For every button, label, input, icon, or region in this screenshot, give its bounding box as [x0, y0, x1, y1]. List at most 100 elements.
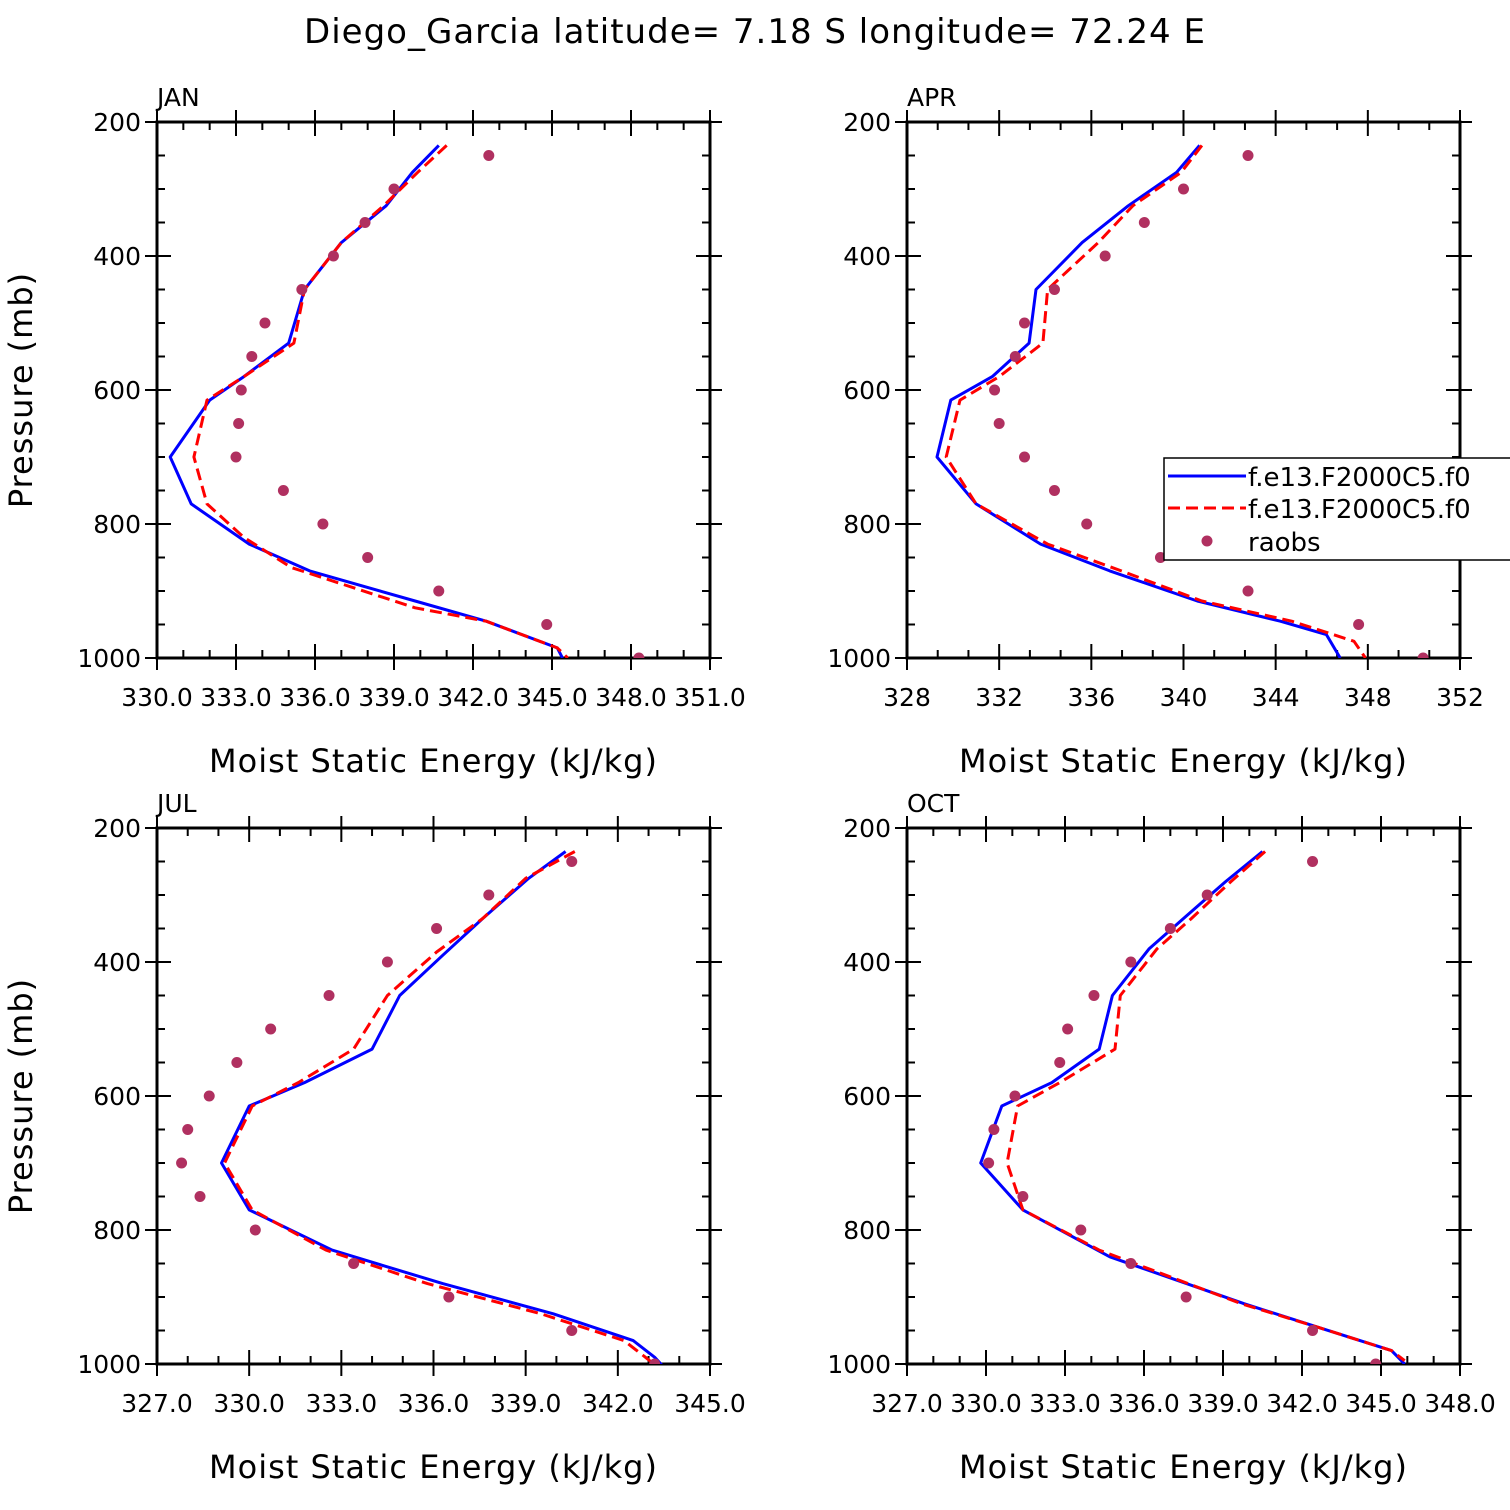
raobs-point-jul — [443, 1291, 455, 1303]
raobs-point-apr — [1353, 619, 1365, 630]
raobs-point-oct — [1201, 889, 1213, 901]
x-tick-label-apr: 328 — [883, 683, 931, 712]
raobs-point-jul — [381, 956, 393, 968]
plot-frame-jul — [155, 826, 712, 1366]
raobs-point-oct — [1180, 1291, 1192, 1303]
x-axis-label-apr: Moist Static Energy (kJ/kg) — [959, 742, 1408, 780]
raobs-point-jul — [431, 923, 443, 934]
raobs-point-jan — [388, 183, 400, 195]
y-tick-label-jul: 1000 — [77, 1350, 141, 1379]
y-tick-label-apr: 800 — [843, 510, 891, 539]
raobs-point-jan — [235, 384, 247, 396]
y-tick-label-jan: 1000 — [77, 644, 141, 673]
x-axis-label-jan: Moist Static Energy (kJ/kg) — [209, 742, 658, 780]
raobs-point-oct — [1054, 1057, 1066, 1068]
raobs-point-apr — [1178, 183, 1189, 195]
y-axis-label-jan: Pressure (mb) — [2, 272, 40, 508]
y-tick-label-oct: 200 — [843, 814, 891, 843]
y-tick-label-jul: 800 — [93, 1216, 141, 1245]
x-tick-label-jan: 348.0 — [595, 683, 667, 712]
raobs-point-jan — [233, 418, 245, 429]
series-group-jul — [176, 850, 663, 1364]
x-tick-label-oct: 327.0 — [871, 1389, 943, 1418]
x-tick-label-oct: 339.0 — [1187, 1389, 1259, 1418]
raobs-point-jul — [323, 990, 335, 1001]
raobs-point-oct — [1017, 1191, 1029, 1202]
series-line-dashed-jan — [192, 144, 569, 658]
raobs-point-apr — [1019, 451, 1031, 463]
y-tick-label-oct: 600 — [843, 1082, 891, 1111]
x-tick-label-jan: 336.0 — [279, 683, 351, 712]
series-group-apr — [935, 144, 1429, 658]
x-tick-label-apr: 344 — [1252, 683, 1300, 712]
y-tick-label-jul: 600 — [93, 1082, 141, 1111]
raobs-point-jan — [317, 518, 329, 530]
panel-oct: 200 400 600 800 1000 327.0 330.0 333.0 336.0 339.… — [827, 789, 1495, 1486]
x-tick-label-jul: 333.0 — [306, 1389, 378, 1418]
x-tick-label-oct: 345.0 — [1345, 1389, 1417, 1418]
series-group-oct — [979, 850, 1406, 1364]
raobs-point-jan — [230, 451, 242, 463]
y-tick-label-apr: 200 — [843, 108, 891, 137]
raobs-point-oct — [1307, 856, 1319, 867]
x-tick-label-apr: 336 — [1067, 683, 1115, 712]
x-tick-label-jul: 336.0 — [398, 1389, 470, 1418]
raobs-point-jan — [259, 317, 271, 329]
raobs-point-jul — [483, 889, 495, 901]
x-tick-label-jul: 327.0 — [121, 1389, 193, 1418]
y-tick-label-oct: 800 — [843, 1216, 891, 1245]
raobs-point-oct — [1075, 1224, 1087, 1236]
raobs-point-oct — [1009, 1090, 1021, 1102]
raobs-point-jan — [633, 652, 645, 658]
raobs-point-jul — [203, 1090, 215, 1102]
panel-jan: 200 400 600 800 1000 330.0 333.0 336.0 339.0 342.… — [2, 83, 746, 780]
raobs-point-jan — [541, 619, 553, 630]
raobs-point-apr — [993, 418, 1005, 429]
raobs-point-oct — [1125, 1258, 1137, 1269]
raobs-point-oct — [1062, 1023, 1074, 1035]
raobs-point-apr — [1154, 552, 1166, 563]
x-tick-label-jan: 342.0 — [437, 683, 509, 712]
y-tick-label-jan: 400 — [93, 242, 141, 271]
raobs-point-apr — [1048, 284, 1060, 295]
x-tick-label-jan: 330.0 — [121, 683, 193, 712]
raobs-point-jul — [231, 1057, 243, 1068]
raobs-point-oct — [1370, 1358, 1382, 1364]
x-tick-label-jan: 333.0 — [200, 683, 272, 712]
y-axis-label-jul: Pressure (mb) — [2, 978, 40, 1214]
raobs-point-apr — [989, 384, 1001, 396]
raobs-point-oct — [1307, 1325, 1319, 1336]
raobs-point-jan — [362, 552, 374, 563]
raobs-point-jan — [359, 217, 371, 228]
y-tick-label-jul: 400 — [93, 948, 141, 977]
raobs-point-jul — [194, 1191, 206, 1202]
x-tick-label-jul: 342.0 — [582, 1389, 654, 1418]
x-tick-label-oct: 342.0 — [1266, 1389, 1338, 1418]
raobs-point-apr — [1138, 217, 1150, 228]
x-axis-label-jul: Moist Static Energy (kJ/kg) — [209, 1448, 658, 1486]
x-tick-label-apr: 332 — [975, 683, 1023, 712]
series-line-solid-oct — [979, 850, 1406, 1364]
raobs-point-jul — [176, 1157, 188, 1169]
raobs-point-jan — [277, 485, 289, 496]
raobs-point-apr — [1019, 317, 1031, 329]
raobs-point-oct — [1164, 923, 1176, 934]
figure-title: Diego_Garcia latitude= 7.18 S longitude=… — [304, 12, 1206, 52]
series-line-dashed-oct — [1005, 850, 1406, 1362]
raobs-point-jul — [566, 856, 578, 867]
raobs-point-apr — [1048, 485, 1060, 496]
legend-label-1: f.e13.F2000C5.f0 — [1248, 463, 1471, 493]
y-tick-label-jan: 800 — [93, 510, 141, 539]
x-tick-label-apr: 352 — [1436, 683, 1484, 712]
raobs-point-jan — [327, 250, 339, 262]
raobs-point-apr — [1242, 150, 1254, 161]
raobs-point-apr — [1009, 351, 1021, 362]
raobs-point-jul — [566, 1325, 578, 1336]
x-tick-label-jan: 351.0 — [674, 683, 746, 712]
series-line-solid-jul — [220, 850, 663, 1364]
y-tick-label-jan: 600 — [93, 376, 141, 405]
raobs-point-apr — [1242, 585, 1254, 597]
series-line-dashed-jul — [223, 850, 657, 1364]
y-tick-label-apr: 600 — [843, 376, 891, 405]
